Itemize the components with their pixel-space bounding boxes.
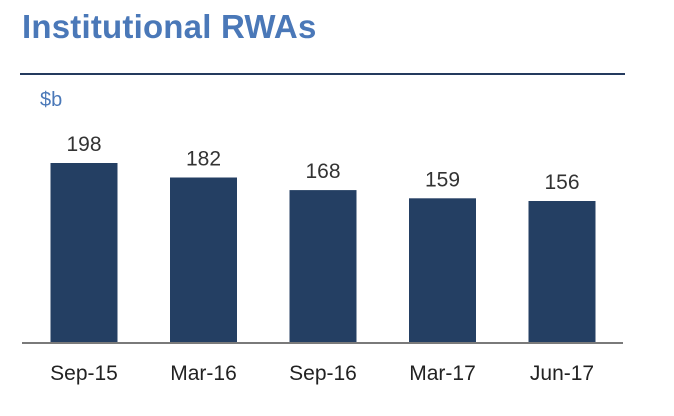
bar-sep-16 — [289, 190, 357, 342]
bar-mar-17 — [409, 198, 476, 342]
x-tick-label: Jun-17 — [530, 362, 594, 385]
x-ticks-group: Sep-15 Mar-16 Sep-16 Mar-17 Jun-17 — [50, 362, 594, 385]
bars-group: 198 182 168 159 156 — [50, 133, 596, 342]
unit-label: $b — [40, 89, 62, 111]
x-tick-label: Sep-15 — [50, 362, 118, 385]
bar-mar-16 — [170, 177, 237, 342]
bar-sep-15 — [50, 163, 118, 342]
data-label: 198 — [66, 133, 101, 156]
x-tick-label: Mar-16 — [170, 362, 237, 385]
data-label: 168 — [305, 160, 340, 183]
x-tick-label: Sep-16 — [289, 362, 357, 385]
x-tick-label: Mar-17 — [409, 362, 476, 385]
chart-title: Institutional RWAs — [22, 8, 317, 45]
data-label: 156 — [544, 171, 579, 194]
data-label: 159 — [425, 168, 460, 191]
bar-jun-17 — [528, 201, 596, 342]
data-label: 182 — [186, 148, 221, 171]
title-divider — [20, 73, 625, 75]
